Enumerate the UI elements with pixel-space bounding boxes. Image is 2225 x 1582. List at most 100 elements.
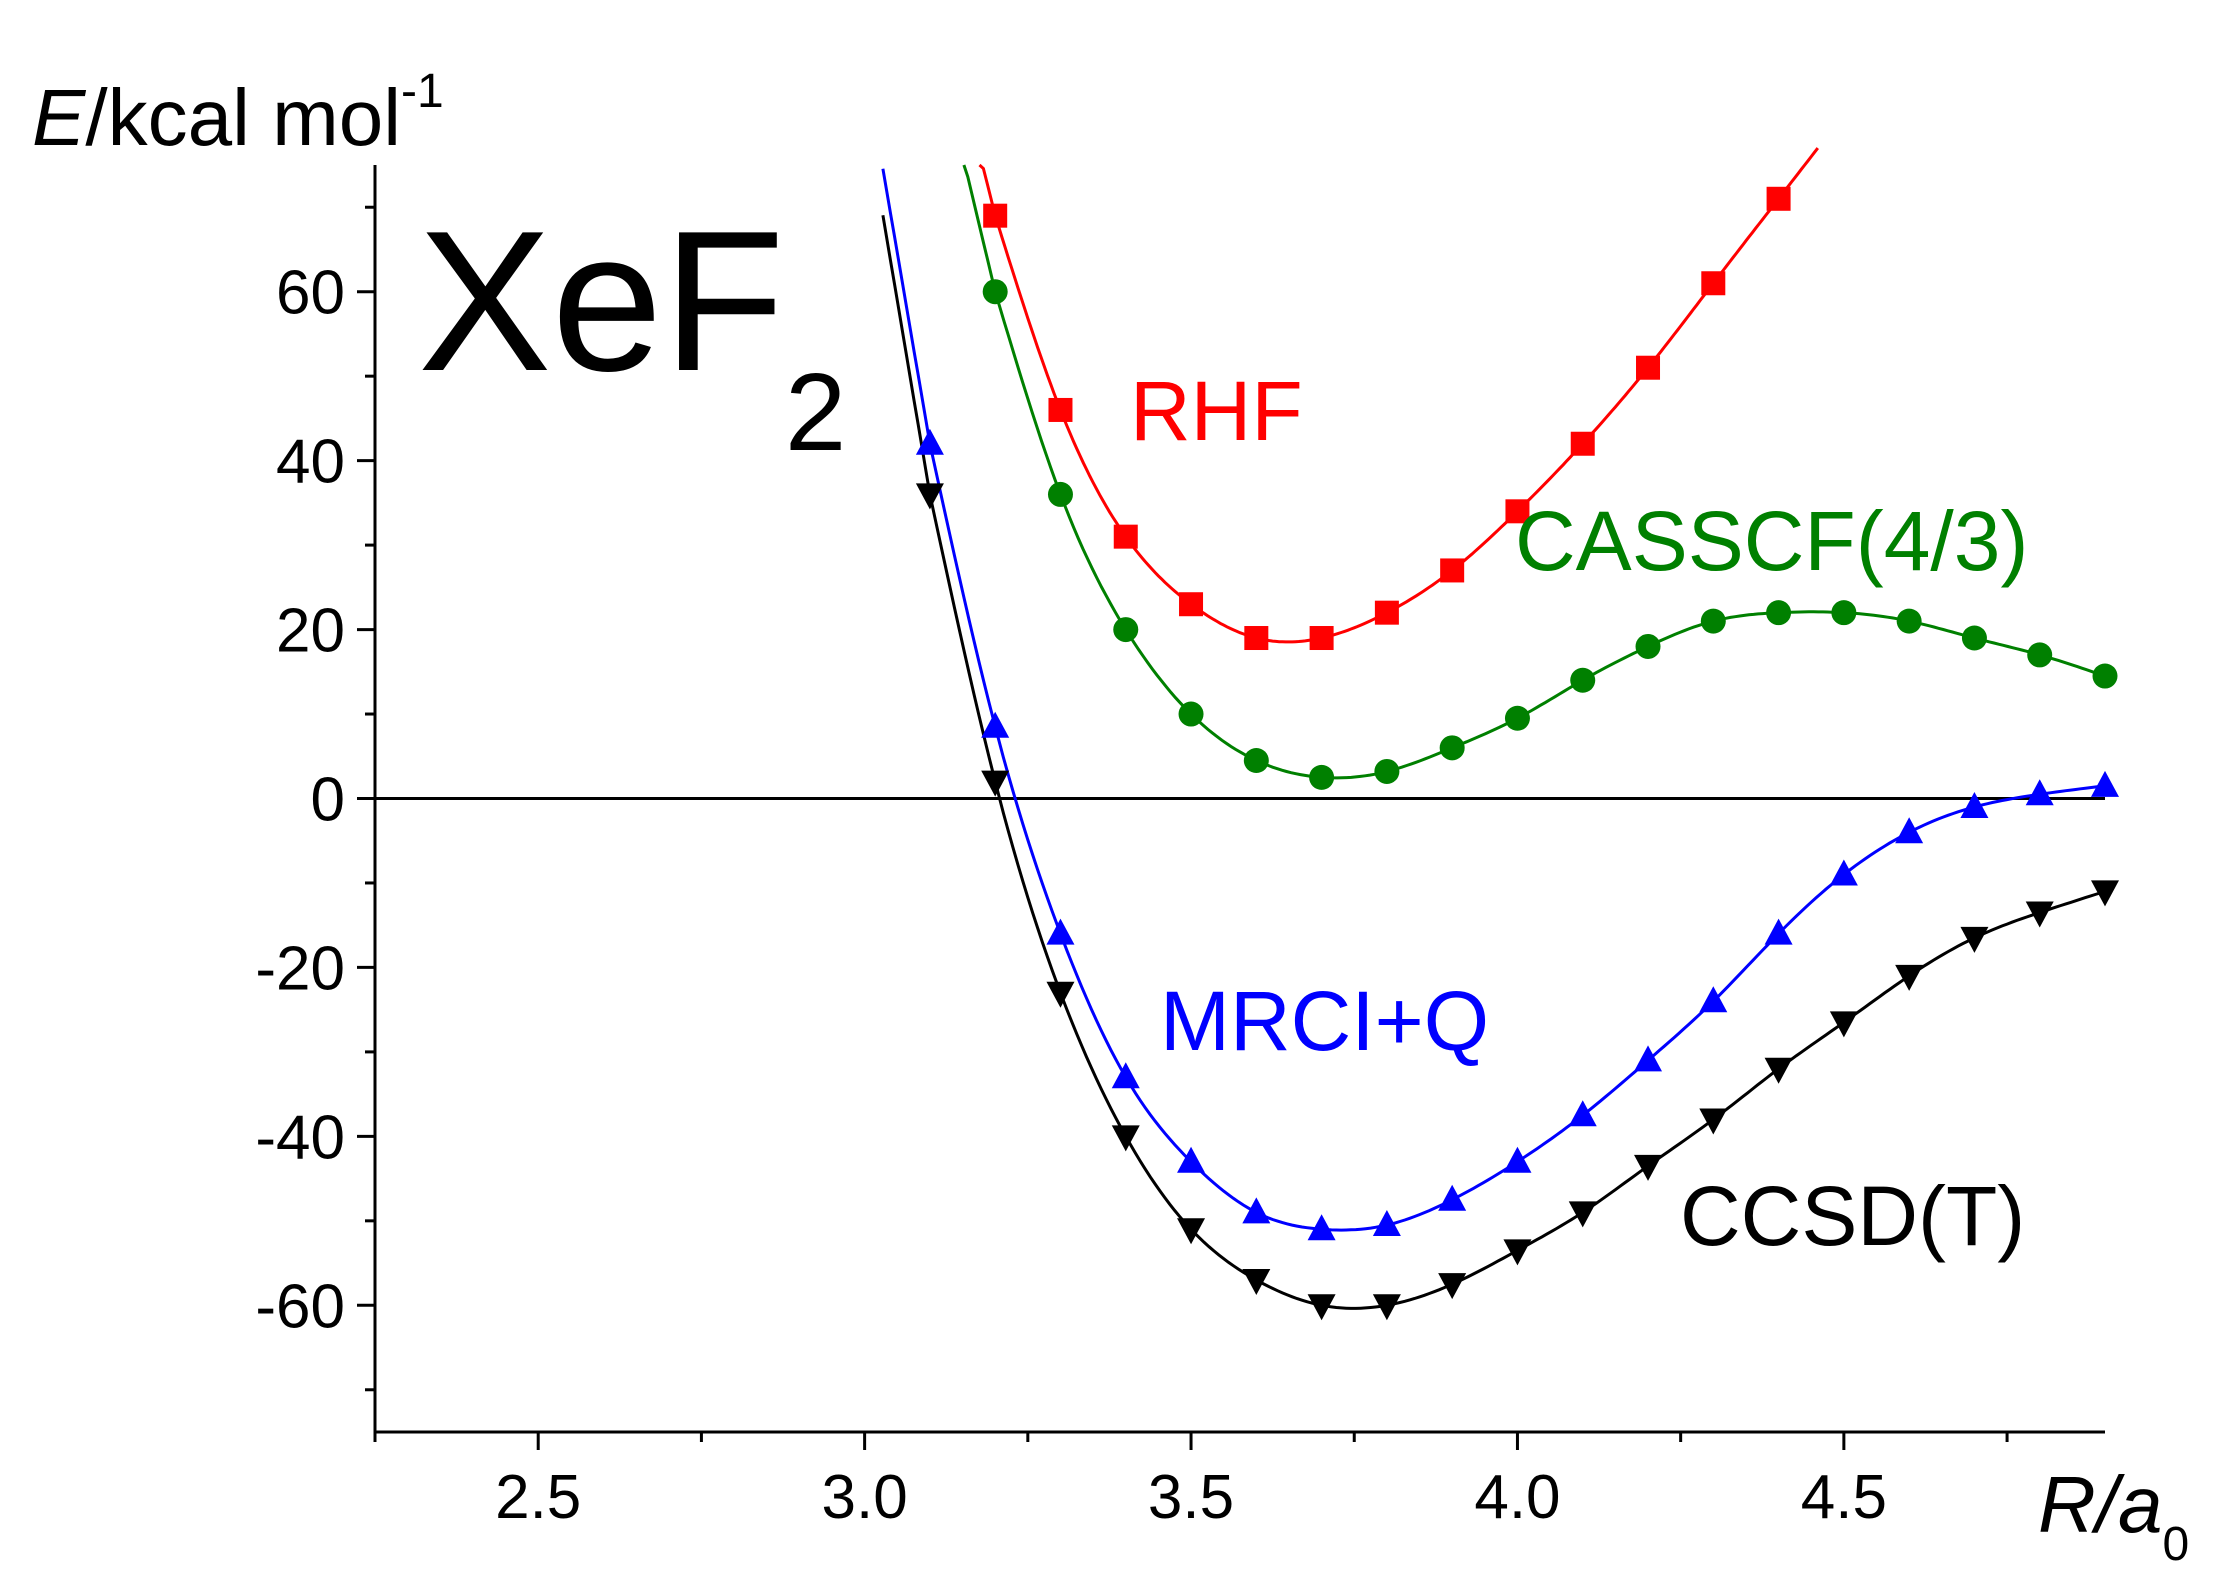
data-point	[1570, 431, 1595, 456]
data-point	[1307, 1294, 1336, 1321]
data-point	[1634, 1045, 1663, 1072]
data-point	[2025, 779, 2054, 806]
data-point	[1374, 758, 1400, 784]
y-tick-label: 0	[311, 766, 345, 835]
data-point	[1244, 626, 1269, 651]
y-tick-label: -20	[255, 934, 345, 1003]
data-point	[1568, 1100, 1597, 1127]
curves	[881, 147, 2106, 1310]
series-curve-1	[962, 164, 2106, 780]
data-point	[1046, 981, 1075, 1008]
data-point	[1504, 705, 1530, 731]
data-point	[1895, 964, 1924, 991]
x-tick-label: 3.5	[1148, 1463, 1234, 1532]
data-point	[1960, 926, 1989, 953]
y-axis-title-italic: E	[32, 73, 87, 162]
data-point	[1764, 1057, 1793, 1084]
data-point	[1764, 918, 1793, 945]
data-point	[2025, 901, 2054, 928]
data-point	[1635, 633, 1661, 659]
series-label-rhf: RHF	[1130, 364, 1303, 458]
y-tick-label: 60	[276, 259, 345, 328]
data-point	[1439, 735, 1465, 761]
data-point	[1113, 524, 1138, 549]
data-point	[1503, 1239, 1532, 1266]
data-point	[1372, 1210, 1401, 1237]
x-axis-title-italic: R/a	[2038, 1460, 2163, 1549]
markers	[915, 186, 2119, 1321]
data-point	[1438, 1184, 1467, 1211]
data-point	[1047, 481, 1073, 507]
data-point	[1634, 1154, 1663, 1181]
y-tick-label: 20	[276, 597, 345, 666]
data-point	[1505, 499, 1530, 524]
data-point	[1829, 1011, 1858, 1038]
data-point	[2027, 642, 2053, 668]
data-point	[2091, 770, 2119, 797]
data-point	[1372, 1294, 1401, 1321]
data-point	[1309, 764, 1335, 790]
y-tick-label: -40	[255, 1103, 345, 1172]
ticks: 2.5 3.0 3.5 4.0 4.5 -60 -40 -20 0 20 40 60	[255, 205, 2009, 1532]
y-axis-title-superscript: -1	[401, 65, 444, 118]
data-point	[1111, 1062, 1140, 1089]
y-tick-label: -60	[255, 1272, 345, 1341]
data-point	[1178, 701, 1204, 727]
data-point	[1046, 918, 1075, 945]
data-point	[1177, 1218, 1206, 1245]
data-point	[1568, 1201, 1597, 1228]
data-point	[1700, 608, 1726, 634]
data-point	[1307, 1214, 1336, 1241]
chart-title-subscript: 2	[785, 351, 846, 474]
data-point	[1440, 558, 1465, 583]
data-point	[1701, 271, 1726, 296]
x-tick-label: 3.0	[822, 1463, 908, 1532]
data-point	[1960, 791, 1989, 818]
x-axis-title: R/a0	[2038, 1460, 2189, 1571]
data-point	[915, 428, 944, 455]
data-point	[1895, 817, 1924, 844]
series-label-casscf: CASSCF(4/3)	[1515, 494, 2028, 588]
data-point	[983, 203, 1008, 228]
data-point	[2092, 663, 2118, 689]
data-point	[981, 711, 1010, 738]
data-point	[1961, 625, 1987, 651]
data-point	[1503, 1146, 1532, 1173]
data-point	[1831, 600, 1857, 626]
y-tick-label: 40	[276, 428, 345, 497]
y-axis-title-unit: /kcal mol	[85, 73, 401, 162]
data-point	[1374, 600, 1399, 625]
x-tick-label: 4.5	[1801, 1463, 1887, 1532]
data-point	[982, 279, 1008, 305]
data-point	[1766, 600, 1792, 626]
series-label-ccsdt: CCSD(T)	[1680, 1169, 2025, 1263]
data-point	[1829, 859, 1858, 886]
data-point	[2091, 880, 2119, 907]
y-axis-title: E/kcal mol-1	[32, 65, 444, 162]
data-point	[1177, 1146, 1206, 1173]
data-point	[1636, 355, 1661, 380]
x-tick-label: 4.0	[1474, 1463, 1560, 1532]
data-point	[1896, 608, 1922, 634]
series-curve-2	[881, 168, 2106, 1232]
data-point	[1243, 747, 1269, 773]
data-point	[1766, 186, 1791, 211]
data-point	[1111, 1125, 1140, 1152]
x-axis-title-subscript: 0	[2163, 1518, 2190, 1571]
data-point	[1438, 1273, 1467, 1300]
data-point	[915, 483, 944, 510]
data-point	[1113, 617, 1139, 643]
series-curve-3	[881, 215, 2106, 1310]
data-point	[1699, 986, 1728, 1013]
data-point	[1699, 1108, 1728, 1135]
data-point	[981, 770, 1010, 797]
x-tick-label: 2.5	[495, 1463, 581, 1532]
data-point	[1570, 667, 1596, 693]
data-point	[1242, 1268, 1271, 1295]
series-label-mrciq: MRCI+Q	[1160, 974, 1489, 1068]
data-point	[1242, 1197, 1271, 1224]
data-point	[1179, 592, 1204, 617]
data-point	[1309, 626, 1334, 651]
chart-title: XeF	[418, 190, 785, 413]
